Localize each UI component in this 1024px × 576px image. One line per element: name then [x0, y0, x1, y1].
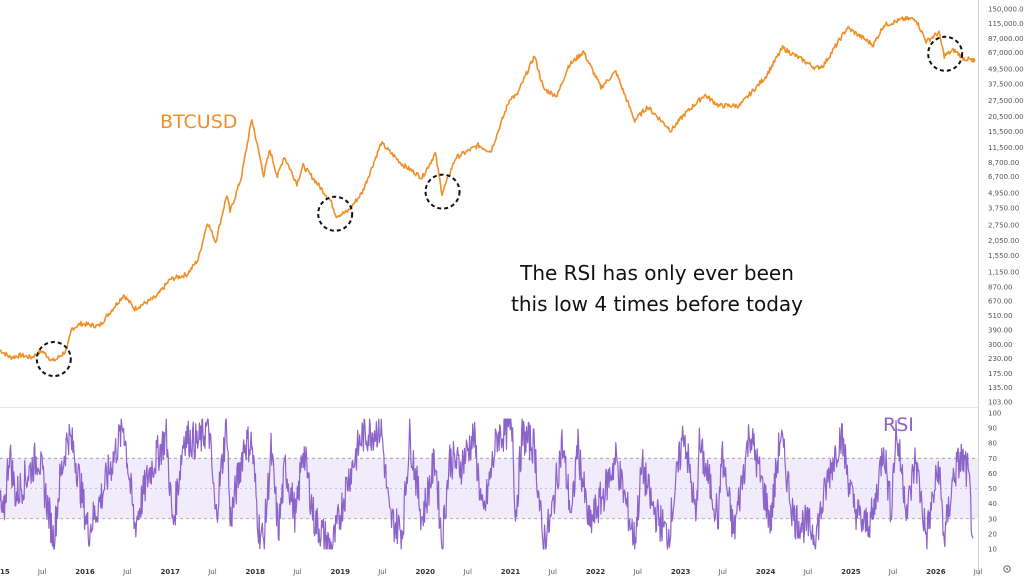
price-tick-label: 49,500.00	[988, 65, 1024, 73]
btcusd-last-point	[970, 57, 976, 63]
x-tick-label: 2022	[586, 568, 606, 576]
x-tick-label: Jul	[632, 568, 642, 576]
price-tick-label: 135.00	[988, 384, 1013, 392]
highlight-circle	[317, 195, 354, 232]
price-tick-label: 3,750.00	[988, 205, 1019, 213]
x-tick-label: Jul	[973, 568, 983, 576]
x-tick-label: Jul	[207, 568, 217, 576]
x-tick-label: 2018	[246, 568, 266, 576]
x-tick-label: Jul	[462, 568, 472, 576]
x-tick-label: Jul	[888, 568, 898, 576]
price-tick-label: 2,750.00	[988, 221, 1019, 229]
rsi-panel	[0, 457, 978, 520]
price-tick-label: 115,000.00	[988, 20, 1024, 28]
price-tick-label: 87,000.00	[988, 35, 1024, 43]
price-tick-label: 175.00	[988, 370, 1013, 378]
price-tick-label: 1,150.00	[988, 268, 1019, 276]
rsi-series	[0, 418, 974, 550]
price-tick-label: 870.00	[988, 283, 1013, 291]
price-tick-label: 1,550.00	[988, 252, 1019, 260]
annotation-line-1: The RSI has only ever been	[519, 261, 794, 285]
rsi-tick-label: 60	[988, 470, 997, 478]
gear-icon[interactable]	[1003, 565, 1011, 573]
price-tick-label: 150,000.00	[988, 6, 1024, 14]
x-tick-label: 2023	[671, 568, 691, 576]
price-tick-label: 103.00	[988, 399, 1013, 407]
highlight-circle	[927, 35, 964, 72]
x-tick-label: Jul	[292, 568, 302, 576]
price-tick-label: 20,500.00	[988, 113, 1024, 121]
price-tick-label: 670.00	[988, 297, 1013, 305]
x-tick-label: 2015	[0, 568, 10, 576]
btcusd-label: BTCUSD	[160, 111, 237, 133]
x-tick-label: 2017	[161, 568, 181, 576]
rsi-tick-label: 50	[988, 485, 997, 493]
btcusd-line	[0, 16, 974, 362]
rsi-tick-label: 30	[988, 515, 997, 523]
price-tick-label: 67,000.00	[988, 49, 1024, 57]
price-tick-label: 510.00	[988, 312, 1013, 320]
x-tick-label: Jul	[718, 568, 728, 576]
rsi-tick-label: 90	[988, 425, 997, 433]
highlight-circles	[35, 35, 964, 378]
rsi-line	[0, 418, 974, 550]
x-tick-label: 2019	[331, 568, 351, 576]
rsi-tick-label: 20	[988, 530, 997, 538]
x-tick-label: Jul	[803, 568, 813, 576]
x-tick-label: Jul	[37, 568, 47, 576]
rsi-axis-ticks: 100 90 80 70 60 50 40 30 20 10	[988, 410, 1001, 554]
x-tick-label: 2020	[416, 568, 436, 576]
price-tick-label: 4,950.00	[988, 190, 1019, 198]
x-tick-label: Jul	[377, 568, 387, 576]
price-tick-label: 390.00	[988, 327, 1013, 335]
rsi-tick-label: 70	[988, 455, 997, 463]
rsi-label: RSI	[883, 414, 914, 436]
price-tick-label: 8,700.00	[988, 159, 1019, 167]
btcusd-series	[0, 16, 976, 362]
price-tick-label: 2,050.00	[988, 237, 1019, 245]
x-tick-label: 2021	[501, 568, 521, 576]
highlight-circle	[35, 341, 72, 378]
annotation-line-2: this low 4 times before today	[511, 292, 803, 316]
x-tick-label: Jul	[122, 568, 132, 576]
x-tick-label: 2016	[75, 568, 95, 576]
price-tick-label: 37,500.00	[988, 80, 1024, 88]
x-tick-label: Jul	[547, 568, 557, 576]
x-tick-label: 2026	[926, 568, 946, 576]
x-tick-label: 2025	[841, 568, 861, 576]
highlight-circle	[424, 173, 461, 210]
price-tick-label: 230.00	[988, 355, 1013, 363]
price-tick-label: 11,500.00	[988, 144, 1024, 152]
rsi-tick-label: 100	[988, 410, 1001, 418]
price-tick-label: 6,700.00	[988, 173, 1019, 181]
rsi-tick-label: 80	[988, 440, 997, 448]
x-tick-label: 2024	[756, 568, 776, 576]
price-tick-label: 15,500.00	[988, 128, 1024, 136]
price-tick-label: 300.00	[988, 341, 1013, 349]
price-axis-ticks: 150,000.00 115,000.00 87,000.00 67,000.00 49…	[988, 6, 1024, 407]
rsi-tick-label: 40	[988, 500, 997, 508]
rsi-tick-label: 10	[988, 546, 997, 554]
price-tick-label: 27,500.00	[988, 97, 1024, 105]
time-axis-ticks: 2015 Jul 2016 Jul 2017 Jul 2018 Jul 2019 Jul 2020 J…	[0, 568, 982, 576]
